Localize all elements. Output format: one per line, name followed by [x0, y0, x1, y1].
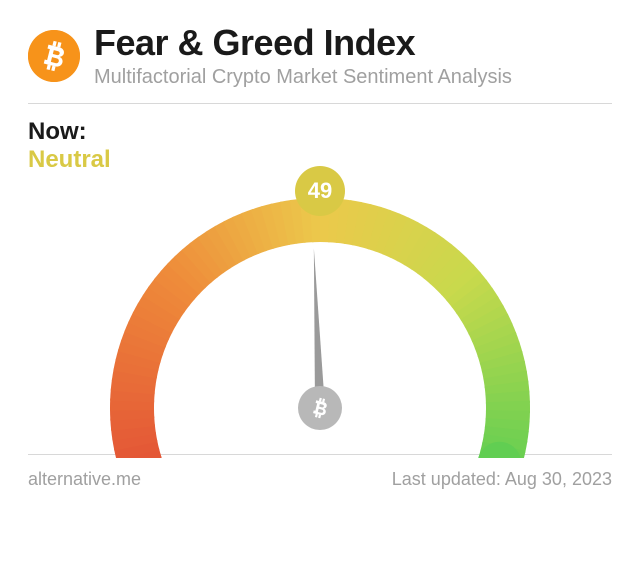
page-title: Fear & Greed Index [94, 22, 512, 64]
bitcoin-icon [28, 30, 80, 82]
divider-top [28, 103, 612, 104]
header: Fear & Greed Index Multifactorial Crypto… [28, 22, 612, 89]
page-subtitle: Multifactorial Crypto Market Sentiment A… [94, 66, 512, 89]
value-badge: 49 [295, 166, 345, 216]
footer: alternative.me Last updated: Aug 30, 202… [28, 454, 612, 490]
gauge: 49 [28, 118, 612, 458]
title-block: Fear & Greed Index Multifactorial Crypto… [94, 22, 512, 89]
last-updated: Last updated: Aug 30, 2023 [392, 469, 612, 490]
source-label: alternative.me [28, 469, 141, 490]
